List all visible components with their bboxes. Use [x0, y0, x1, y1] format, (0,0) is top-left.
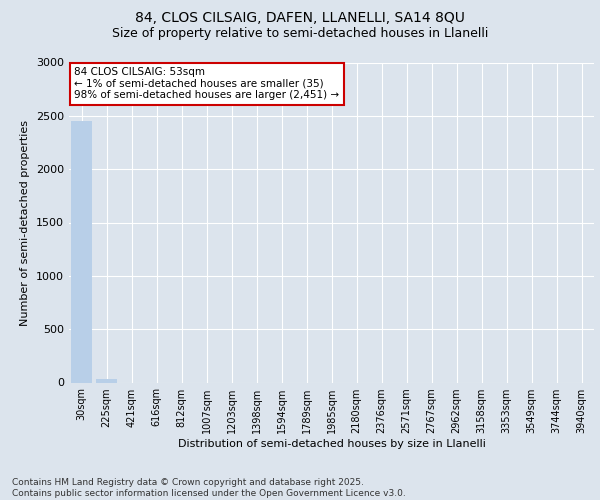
Text: 84 CLOS CILSAIG: 53sqm
← 1% of semi-detached houses are smaller (35)
98% of semi: 84 CLOS CILSAIG: 53sqm ← 1% of semi-deta… [74, 68, 340, 100]
Text: Contains HM Land Registry data © Crown copyright and database right 2025.
Contai: Contains HM Land Registry data © Crown c… [12, 478, 406, 498]
Y-axis label: Number of semi-detached properties: Number of semi-detached properties [20, 120, 31, 326]
Text: 84, CLOS CILSAIG, DAFEN, LLANELLI, SA14 8QU: 84, CLOS CILSAIG, DAFEN, LLANELLI, SA14 … [135, 11, 465, 25]
Text: Size of property relative to semi-detached houses in Llanelli: Size of property relative to semi-detach… [112, 28, 488, 40]
X-axis label: Distribution of semi-detached houses by size in Llanelli: Distribution of semi-detached houses by … [178, 438, 485, 448]
Bar [71, 121, 92, 382]
Bar [96, 379, 117, 382]
